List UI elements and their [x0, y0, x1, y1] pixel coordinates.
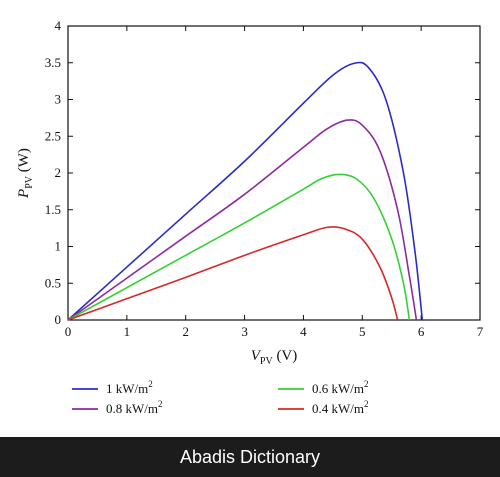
x-tick-label: 5 — [359, 324, 366, 339]
x-tick-label: 0 — [65, 324, 72, 339]
legend: 1 kW/m2 0.8 kW/m2 0.6 kW/m2 0.4 kW/m2 — [72, 379, 369, 416]
series-curves — [67, 61, 424, 321]
y-axis-ticks: 0 0.5 1 1.5 2 2.5 3 3.5 4 — [45, 18, 480, 327]
y-tick-label: 2 — [55, 165, 62, 180]
y-tick-label: 3 — [55, 92, 62, 107]
footer-banner: Abadis Dictionary — [0, 437, 500, 477]
x-axis-title: VPV (V) — [251, 348, 298, 367]
x-tick-label: 2 — [182, 324, 189, 339]
series-line-3 — [67, 226, 399, 321]
footer-text: Abadis Dictionary — [179, 447, 321, 467]
y-axis-title: PPV (W) — [16, 148, 35, 199]
x-tick-label: 1 — [124, 324, 131, 339]
y-tick-label: 3.5 — [45, 55, 61, 70]
series-line-0 — [67, 61, 424, 321]
legend-label: 0.8 kW/m2 — [106, 399, 163, 416]
y-tick-label: 0 — [55, 312, 62, 327]
chart: 0 1 2 3 4 5 6 7 0 0.5 1 1.5 2 2.5 3 3.5 4 VPV (V) PPV (… — [16, 18, 484, 416]
x-tick-label: 7 — [477, 324, 484, 339]
x-tick-label: 6 — [418, 324, 425, 339]
x-tick-label: 3 — [241, 324, 248, 339]
y-tick-label: 0.5 — [45, 275, 61, 290]
legend-label: 1 kW/m2 — [106, 379, 153, 396]
y-tick-label: 1.5 — [45, 202, 61, 217]
x-tick-label: 4 — [300, 324, 307, 339]
y-tick-label: 4 — [55, 18, 62, 33]
y-tick-label: 2.5 — [45, 128, 61, 143]
legend-label: 0.4 kW/m2 — [312, 399, 369, 416]
series-line-2 — [67, 173, 411, 321]
y-tick-label: 1 — [55, 239, 62, 254]
x-axis-ticks: 0 1 2 3 4 5 6 7 — [65, 26, 484, 339]
legend-label: 0.6 kW/m2 — [312, 379, 369, 396]
series-line-1 — [67, 119, 418, 321]
